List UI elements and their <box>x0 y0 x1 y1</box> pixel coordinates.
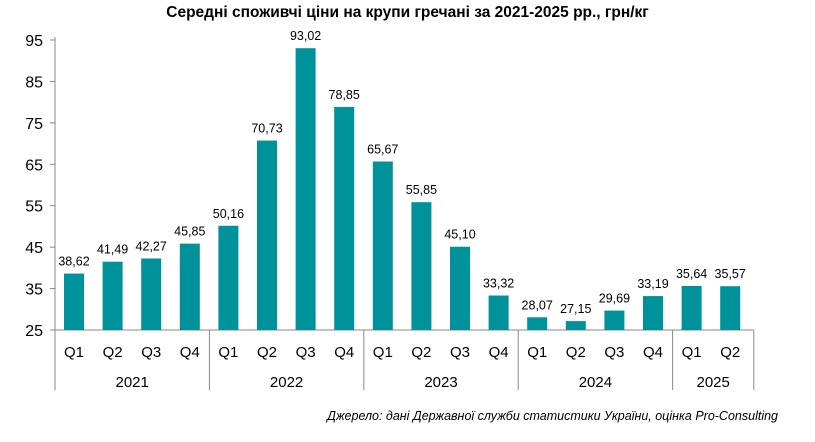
bar <box>141 258 162 330</box>
quarter-label: Q2 <box>103 344 123 361</box>
data-label: 35,57 <box>715 267 746 281</box>
bar <box>450 246 470 330</box>
data-label: 55,85 <box>406 183 437 197</box>
data-label: 45,85 <box>174 225 205 239</box>
quarter-label: Q1 <box>373 344 393 361</box>
y-tick-label: 55 <box>25 199 43 216</box>
y-tick-label: 95 <box>25 33 43 50</box>
data-label: 45,10 <box>444 228 475 242</box>
quarter-label: Q4 <box>334 344 354 361</box>
year-label: 2021 <box>116 374 149 391</box>
bar <box>643 296 663 330</box>
bar <box>411 202 432 330</box>
data-label: 29,69 <box>599 292 630 306</box>
quarter-label: Q4 <box>643 344 663 361</box>
bar <box>64 273 84 330</box>
quarter-label: Q1 <box>218 344 238 361</box>
data-label: 65,67 <box>367 143 398 157</box>
bar <box>102 261 123 330</box>
quarter-label: Q3 <box>141 344 161 361</box>
year-label: 2024 <box>579 374 612 391</box>
data-label: 33,19 <box>637 277 668 291</box>
bar <box>527 317 548 330</box>
quarter-label: Q2 <box>257 344 277 361</box>
year-label: 2022 <box>270 374 303 391</box>
bar <box>488 295 509 330</box>
bar <box>720 286 741 330</box>
chart-title: Середні споживчі ціни на крупи гречані з… <box>166 4 649 21</box>
data-label: 70,73 <box>251 122 282 136</box>
data-label: 42,27 <box>136 239 167 253</box>
bar <box>565 321 586 330</box>
quarter-label: Q3 <box>296 344 316 361</box>
data-label: 33,32 <box>483 277 514 291</box>
quarter-label: Q4 <box>489 344 509 361</box>
bar <box>218 225 239 330</box>
quarter-label: Q1 <box>64 344 84 361</box>
data-label: 78,85 <box>329 88 360 102</box>
quarter-label: Q2 <box>720 344 740 361</box>
source-note: Джерело: дані Державної служби статистик… <box>327 409 778 423</box>
bar <box>334 106 355 331</box>
y-tick-label: 65 <box>25 157 43 174</box>
bar <box>681 285 702 330</box>
y-tick-label: 45 <box>25 240 43 257</box>
quarter-label: Q2 <box>566 344 586 361</box>
y-tick-label: 85 <box>25 74 43 91</box>
data-label: 27,15 <box>560 302 591 316</box>
data-label: 38,62 <box>58 255 89 269</box>
bar <box>295 48 316 331</box>
bar <box>257 140 277 330</box>
data-label: 35,64 <box>676 267 707 281</box>
quarter-label: Q1 <box>527 344 547 361</box>
data-label: 50,16 <box>213 207 244 221</box>
quarter-label: Q2 <box>411 344 431 361</box>
y-tick-label: 75 <box>25 116 43 133</box>
year-label: 2023 <box>424 374 457 391</box>
y-tick-label: 35 <box>25 282 43 299</box>
bar <box>179 243 200 330</box>
year-label: 2025 <box>697 374 730 391</box>
quarter-label: Q3 <box>604 344 624 361</box>
data-label: 93,02 <box>290 29 321 43</box>
data-label: 28,07 <box>522 298 553 312</box>
quarter-label: Q1 <box>682 344 702 361</box>
bar <box>604 310 625 330</box>
y-tick-label: 25 <box>25 323 43 340</box>
data-label: 41,49 <box>97 243 128 257</box>
bar <box>372 161 393 330</box>
quarter-label: Q3 <box>450 344 470 361</box>
quarter-label: Q4 <box>180 344 200 361</box>
